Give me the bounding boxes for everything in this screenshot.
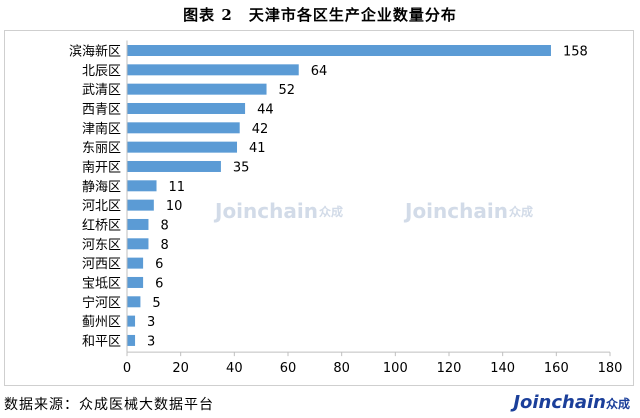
category-label: 河东区 — [82, 238, 121, 253]
bar — [127, 122, 240, 134]
x-tick-label: 20 — [172, 361, 189, 376]
watermark-text: Joinchain — [403, 199, 508, 223]
category-label: 武清区 — [82, 83, 121, 98]
bar — [127, 276, 144, 288]
category-label: 和平区 — [82, 334, 121, 349]
category-label: 东丽区 — [82, 141, 121, 156]
value-label: 5 — [152, 296, 160, 311]
bar — [127, 45, 551, 56]
value-label: 10 — [166, 199, 183, 214]
x-tick-label: 100 — [383, 361, 408, 376]
x-tick-label: 80 — [333, 361, 350, 376]
x-tick-label: 120 — [437, 361, 462, 376]
data-source-note: 数据来源：众成医械大数据平台 — [4, 397, 214, 413]
watermark-text: Joinchain — [213, 199, 318, 223]
category-label: 西青区 — [82, 102, 121, 117]
brand-logo: Joinchain众成 — [513, 392, 630, 413]
value-label: 6 — [155, 276, 163, 291]
brand-logo-cn: 众成 — [605, 397, 630, 411]
value-label: 3 — [147, 334, 155, 349]
bar — [127, 141, 238, 153]
chart-title: 图表 2 天津市各区生产企业数量分布 — [183, 6, 457, 24]
watermark-layer: Joinchain 众成 Joinchain 众成 — [213, 199, 533, 223]
bar — [127, 160, 221, 172]
bar — [127, 83, 267, 95]
x-tick-label: 140 — [490, 361, 515, 376]
category-label: 津南区 — [82, 121, 121, 137]
value-label: 3 — [147, 315, 155, 330]
x-tick-label: 180 — [598, 361, 623, 376]
bar — [127, 180, 157, 192]
value-label: 52 — [279, 83, 296, 98]
category-label: 河西区 — [82, 257, 121, 272]
bar — [127, 238, 149, 250]
watermark-cn: 众成 — [509, 204, 533, 219]
bar — [127, 102, 246, 114]
value-label: 11 — [169, 180, 186, 195]
value-label: 6 — [155, 257, 163, 272]
category-label: 南开区 — [82, 159, 121, 175]
value-label: 41 — [249, 141, 266, 156]
x-tick-label: 40 — [226, 361, 243, 376]
category-label: 红桥区 — [82, 217, 121, 233]
watermark-cn: 众成 — [319, 204, 343, 219]
brand-logo-text: Joinchain — [513, 392, 606, 413]
value-label: 35 — [233, 160, 250, 175]
category-label: 滨海新区 — [69, 44, 121, 60]
bar — [127, 64, 299, 76]
bar — [127, 218, 149, 230]
category-label: 宝坻区 — [82, 275, 121, 291]
axis-layer: 0 20 40 60 80 100 120 140 160 180 — [123, 40, 623, 376]
category-label: 北辰区 — [82, 64, 121, 79]
value-label: 64 — [311, 64, 328, 79]
bar — [127, 315, 136, 327]
x-tick-label: 160 — [544, 361, 569, 376]
value-label: 158 — [563, 45, 588, 60]
x-tick-label: 0 — [123, 361, 131, 376]
bar — [127, 199, 154, 211]
value-label: 8 — [160, 218, 168, 233]
chart-frame — [4, 30, 634, 386]
category-label: 宁河区 — [82, 295, 121, 311]
bar — [127, 296, 141, 308]
value-label: 8 — [160, 238, 168, 253]
category-label: 蓟州区 — [82, 315, 121, 330]
bar — [127, 334, 136, 346]
category-label: 河北区 — [82, 199, 121, 214]
value-label: 44 — [257, 102, 274, 117]
bar — [127, 257, 144, 269]
x-tick-label: 60 — [280, 361, 297, 376]
category-label: 静海区 — [82, 180, 121, 195]
value-label: 42 — [252, 122, 269, 137]
